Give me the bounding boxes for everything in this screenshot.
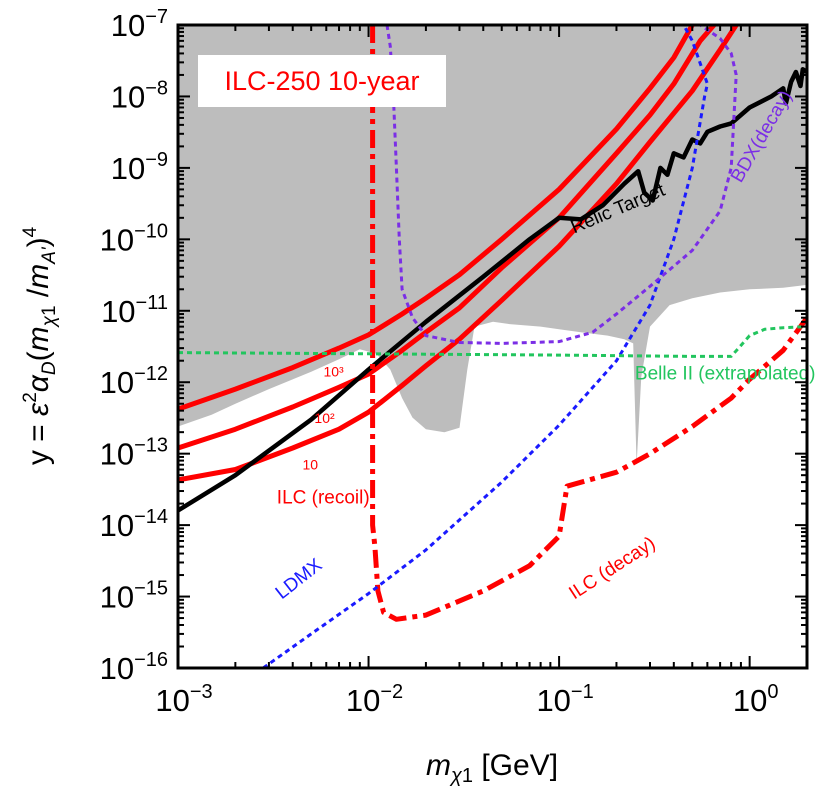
curve-ilc-recoil-10 xyxy=(178,25,695,412)
y-tick-label: 10−10 xyxy=(100,220,168,257)
label-10: 10 xyxy=(302,457,318,473)
label-10: 10³ xyxy=(323,364,344,380)
label-ilc-recoil: ILC (recoil) xyxy=(277,488,370,509)
label-ilc-decay: ILC (decay) xyxy=(565,533,659,604)
x-tick-label: 10−1 xyxy=(536,681,593,718)
curve-belle-ii-extrapolated xyxy=(178,325,807,358)
y-tick-label: 10−7 xyxy=(111,6,168,43)
y-tick-label: 10−14 xyxy=(100,506,168,543)
label-10: 10² xyxy=(314,410,335,426)
y-tick-label: 10−15 xyxy=(100,578,168,615)
x-tick-label: 100 xyxy=(733,681,779,718)
curve-ilc-recoil-10 xyxy=(178,25,716,451)
curve-ilc-recoil-10 xyxy=(178,25,739,483)
y-tick-label: 10−8 xyxy=(111,77,168,114)
x-tick-label: 10−3 xyxy=(155,681,212,718)
plot-area xyxy=(178,25,807,668)
y-tick-label: 10−9 xyxy=(111,149,168,186)
y-axis-title: y = ε2αD(mχ1 /mA')4 xyxy=(20,226,60,465)
label-belle-ii-extrapolated: Belle II (extrapolated) xyxy=(635,363,816,384)
x-tick-label: 10−2 xyxy=(346,681,403,718)
label-ldmx: LDMX xyxy=(272,555,327,604)
plot-frame xyxy=(176,23,809,670)
tick-labels: 10−3 10−2 10−1 100 10−16 10−15 10−14 10−13 10−12… xyxy=(100,6,779,718)
y-tick-label: 10−12 xyxy=(100,363,168,400)
x-axis-title: mχ1 [GeV] xyxy=(426,749,558,787)
legend-box xyxy=(198,55,446,107)
y-tick-label: 10−11 xyxy=(101,292,168,329)
y-tick-label: 10−16 xyxy=(100,649,168,686)
y-tick-label: 10−13 xyxy=(100,435,168,472)
axis-ticks xyxy=(177,24,808,669)
curve-bdx-decay xyxy=(385,25,738,345)
curve-relic-target xyxy=(178,67,807,513)
legend: ILC-250 10-year xyxy=(198,55,446,107)
legend-title: ILC-250 10-year xyxy=(224,66,419,96)
